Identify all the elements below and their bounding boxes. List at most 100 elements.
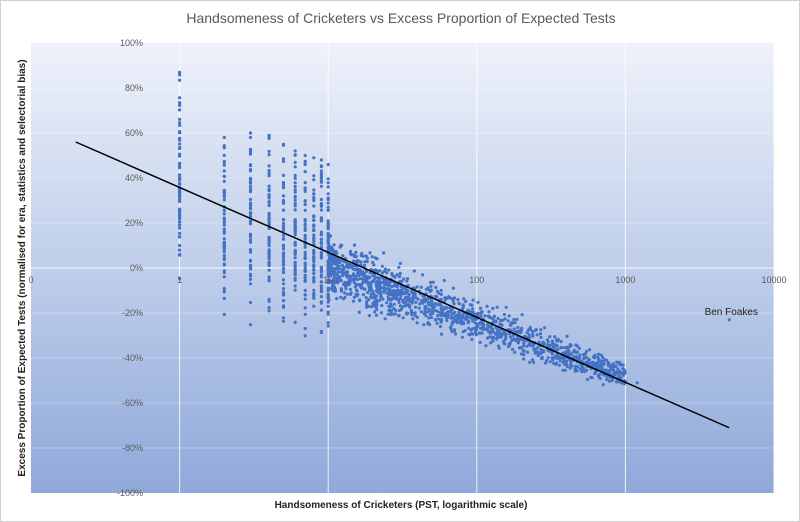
data-point — [303, 153, 307, 158]
data-point — [178, 177, 182, 181]
data-point — [178, 96, 182, 100]
data-point — [477, 331, 481, 335]
data-point — [303, 237, 307, 241]
data-point — [514, 339, 518, 343]
data-point — [370, 280, 374, 284]
data-point — [386, 312, 390, 316]
y-axis-title: Excess Proportion of Expected Tests (nor… — [17, 59, 28, 476]
data-point — [312, 218, 316, 222]
data-point — [178, 213, 182, 217]
data-point — [248, 190, 253, 194]
data-point — [489, 341, 493, 345]
data-point — [248, 265, 253, 269]
data-point — [453, 332, 458, 336]
data-point — [281, 233, 286, 237]
data-point — [352, 253, 356, 257]
data-point — [429, 284, 433, 288]
data-point — [535, 346, 539, 350]
data-point — [352, 243, 357, 247]
data-point — [327, 298, 331, 302]
data-point — [312, 188, 316, 192]
data-point — [267, 263, 271, 267]
data-point — [466, 321, 470, 325]
data-point — [516, 337, 521, 341]
data-point — [319, 253, 323, 257]
data-point — [319, 197, 323, 202]
data-point — [248, 219, 253, 223]
data-point — [565, 334, 569, 338]
data-point — [382, 269, 387, 273]
data-point — [522, 344, 526, 348]
data-point — [596, 352, 601, 356]
data-point — [390, 284, 394, 289]
data-point — [555, 361, 559, 365]
data-point — [303, 161, 307, 165]
data-point — [599, 353, 604, 357]
data-point — [332, 272, 336, 276]
data-point — [222, 208, 226, 213]
data-point — [281, 243, 286, 247]
data-point — [326, 227, 330, 231]
data-point — [565, 359, 569, 363]
y-tick-label: 80% — [125, 83, 143, 93]
data-point — [550, 356, 554, 360]
data-point — [456, 298, 460, 302]
data-point — [543, 326, 547, 330]
data-point — [281, 200, 286, 205]
data-point — [365, 305, 369, 309]
data-point — [345, 261, 349, 265]
data-point — [598, 376, 602, 380]
data-point — [399, 285, 403, 289]
data-point — [312, 304, 316, 308]
data-point — [312, 256, 316, 260]
data-point — [367, 298, 371, 302]
data-point — [312, 239, 316, 243]
data-point — [399, 307, 403, 312]
data-point — [222, 135, 226, 140]
data-point — [427, 316, 431, 320]
data-point — [491, 339, 495, 343]
data-point — [431, 311, 435, 315]
data-point — [248, 152, 253, 156]
data-point — [556, 355, 560, 359]
data-point — [354, 294, 358, 298]
data-point — [421, 294, 425, 298]
data-point — [582, 352, 586, 357]
data-point — [472, 326, 477, 330]
data-point — [463, 329, 467, 333]
data-point — [248, 135, 253, 140]
data-point — [365, 302, 369, 306]
data-point — [440, 305, 444, 309]
data-point — [319, 290, 323, 294]
data-point — [329, 264, 333, 268]
data-point — [303, 293, 307, 297]
data-point — [326, 181, 330, 185]
data-point — [267, 268, 271, 272]
data-point — [444, 312, 448, 316]
data-point — [178, 248, 182, 252]
data-point — [382, 286, 386, 291]
data-point — [460, 335, 464, 339]
data-point — [222, 212, 226, 216]
data-point — [543, 361, 548, 365]
data-point — [539, 335, 543, 339]
data-point — [506, 319, 510, 323]
data-point — [312, 236, 316, 240]
data-point — [405, 279, 409, 283]
data-point — [267, 253, 271, 257]
data-point — [553, 343, 557, 347]
data-point — [386, 283, 390, 287]
data-point — [293, 218, 297, 222]
data-point — [222, 253, 226, 257]
data-point — [593, 361, 597, 365]
data-point — [392, 290, 396, 294]
data-point — [388, 302, 393, 306]
data-point — [401, 290, 405, 294]
data-point — [433, 302, 437, 306]
data-point — [599, 363, 603, 368]
data-point — [178, 154, 182, 158]
data-point — [319, 284, 323, 288]
data-point — [605, 377, 609, 382]
data-point — [461, 321, 465, 325]
data-point — [319, 169, 323, 173]
